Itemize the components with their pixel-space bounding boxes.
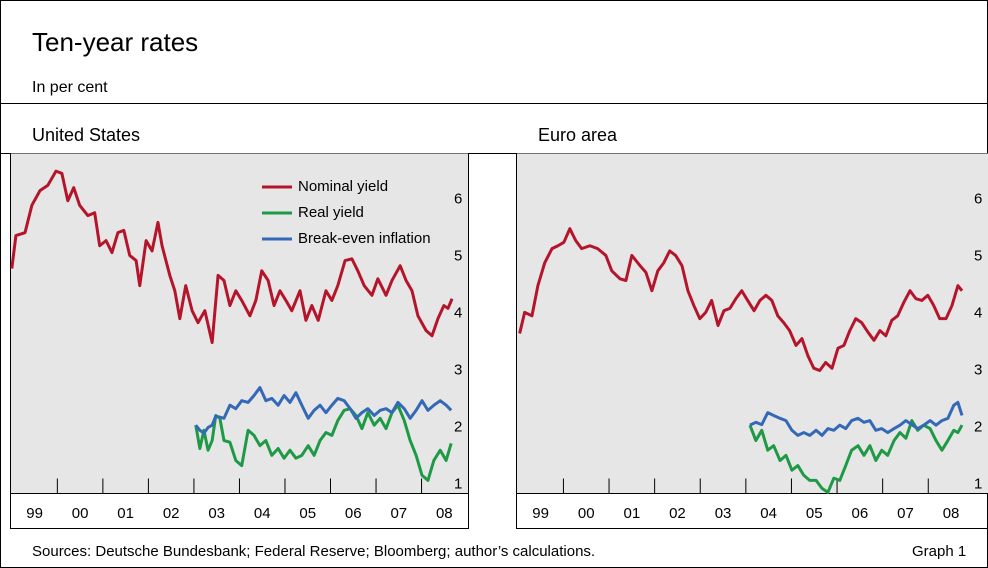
series-line [748,419,964,494]
x-tick-label: 05 [299,505,316,522]
source-note: Sources: Deutsche Bundesbank; Federal Re… [32,543,595,560]
panel-title: Euro area [538,125,618,145]
plot-area [516,153,988,494]
x-tick-label: 02 [163,505,180,522]
y-tick-label: 2 [454,418,462,435]
figure-subtitle: In per cent [32,79,108,96]
y-tick-label: 1 [454,475,462,492]
legend-label: Nominal yield [298,178,388,195]
x-tick-label: 03 [715,505,732,522]
plot-area [10,153,469,494]
x-tick-label: 04 [254,505,271,522]
y-tick-label: 4 [454,305,462,322]
y-tick-label: 2 [974,418,982,435]
x-tick-label: 00 [578,505,595,522]
series-line [749,400,964,437]
y-tick-label: 6 [454,191,462,208]
y-tick-label: 5 [974,248,982,265]
x-tick-label: 05 [806,505,823,522]
x-tick-label: 00 [72,505,89,522]
series-line [194,403,453,482]
x-tick-label: 03 [208,505,225,522]
graph-label: Graph 1 [912,543,966,560]
x-tick-label: 06 [852,505,869,522]
y-tick-label: 1 [974,475,982,492]
y-tick-label: 3 [974,361,982,378]
plots: United States 1 2 3 4 5 6 99 00 01 02 03 04 05 06 07 08 N… [10,125,988,529]
x-tick-label: 06 [345,505,362,522]
y-tick-label: 4 [974,305,982,322]
y-tick-label: 5 [454,248,462,265]
x-tick-label: 04 [760,505,777,522]
x-tick-label: 99 [532,505,549,522]
x-tick-label: 01 [623,505,640,522]
legend-label: Break-even inflation [298,230,431,247]
legend-label: Real yield [298,204,364,221]
x-tick-label: 99 [26,505,43,522]
x-tick-label: 07 [390,505,407,522]
series-line [194,386,453,435]
x-tick-label: 08 [943,505,960,522]
x-tick-label: 02 [669,505,686,522]
y-tick-label: 6 [974,191,982,208]
y-tick-label: 3 [454,361,462,378]
panel-title: United States [32,125,140,145]
figure-title: Ten-year rates [32,27,198,57]
series-line [10,169,454,345]
x-tick-label: 07 [897,505,914,522]
x-tick-label: 01 [117,505,134,522]
series-line [518,227,964,372]
x-tick-label: 08 [436,505,453,522]
